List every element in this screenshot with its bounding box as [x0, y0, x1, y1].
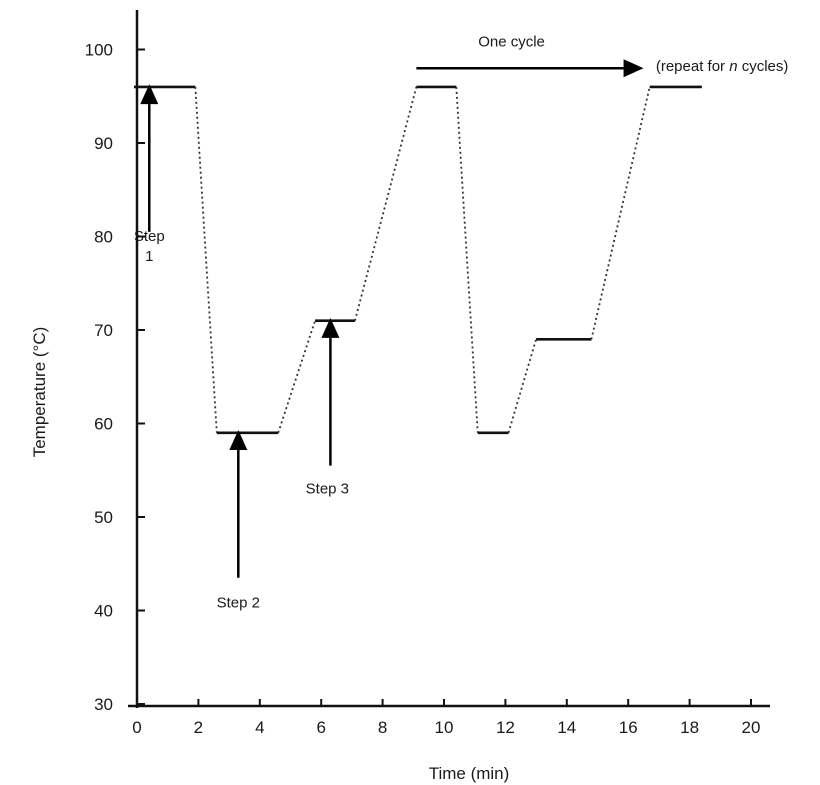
x-tick-label: 10 [435, 718, 454, 737]
step-1-arrow [140, 84, 159, 232]
x-axis-title: Time (min) [429, 764, 510, 783]
x-tick-label: 2 [194, 718, 203, 737]
annotation-arrows [140, 59, 644, 578]
ramp-segment [194, 86, 218, 433]
step-1-label: Step [134, 228, 165, 245]
y-tick-label: 60 [94, 415, 113, 434]
x-tick-label: 20 [742, 718, 761, 737]
y-tick-label: 30 [94, 695, 113, 714]
y-tick-label: 50 [94, 508, 113, 527]
temperature-profile [133, 85, 702, 435]
repeat-note-part: cycles) [738, 58, 789, 75]
repeat-note-part: (repeat for [656, 58, 729, 75]
x-tick-label: 16 [619, 718, 638, 737]
x-tick-label: 4 [255, 718, 264, 737]
ramp-segment [590, 86, 651, 340]
x-tick-label: 8 [378, 718, 387, 737]
y-tick-label: 100 [85, 41, 113, 60]
y-tick-label: 90 [94, 134, 113, 153]
x-tick-label: 18 [680, 718, 699, 737]
step-3-label: Step 3 [306, 481, 349, 498]
y-axis-title: Temperature (°C) [30, 327, 49, 458]
ramp-segment [507, 339, 537, 434]
repeat-note-part: n [729, 58, 737, 75]
step-1-label: 1 [145, 248, 153, 265]
one-cycle-arrow [416, 59, 644, 78]
x-tick-label: 14 [557, 718, 576, 737]
x-tick-label: 6 [316, 718, 325, 737]
x-tick-label: 12 [496, 718, 515, 737]
axes [128, 10, 770, 708]
y-tick-label: 70 [94, 321, 113, 340]
x-tick-label: 0 [132, 718, 141, 737]
step-2-arrow [229, 430, 248, 578]
step-3-arrow [321, 317, 340, 466]
x-axis-ticks: 0 2 4 6 8 10 12 14 16 18 20 [132, 699, 760, 737]
step-2-label: Step 2 [217, 595, 260, 612]
y-axis-ticks: 30 40 50 60 70 80 90 100 [85, 41, 145, 714]
y-tick-label: 40 [94, 602, 113, 621]
one-cycle-label: One cycle [478, 34, 545, 51]
y-tick-label: 80 [94, 228, 113, 247]
annotations: Step 1 Step 2 Step 3 One cycle (repeat for n … [134, 34, 789, 612]
repeat-note: (repeat for n cycles) [656, 58, 789, 75]
ramp-segment [455, 86, 479, 433]
ramp-segment [277, 320, 316, 434]
ramp-segment [354, 86, 418, 321]
